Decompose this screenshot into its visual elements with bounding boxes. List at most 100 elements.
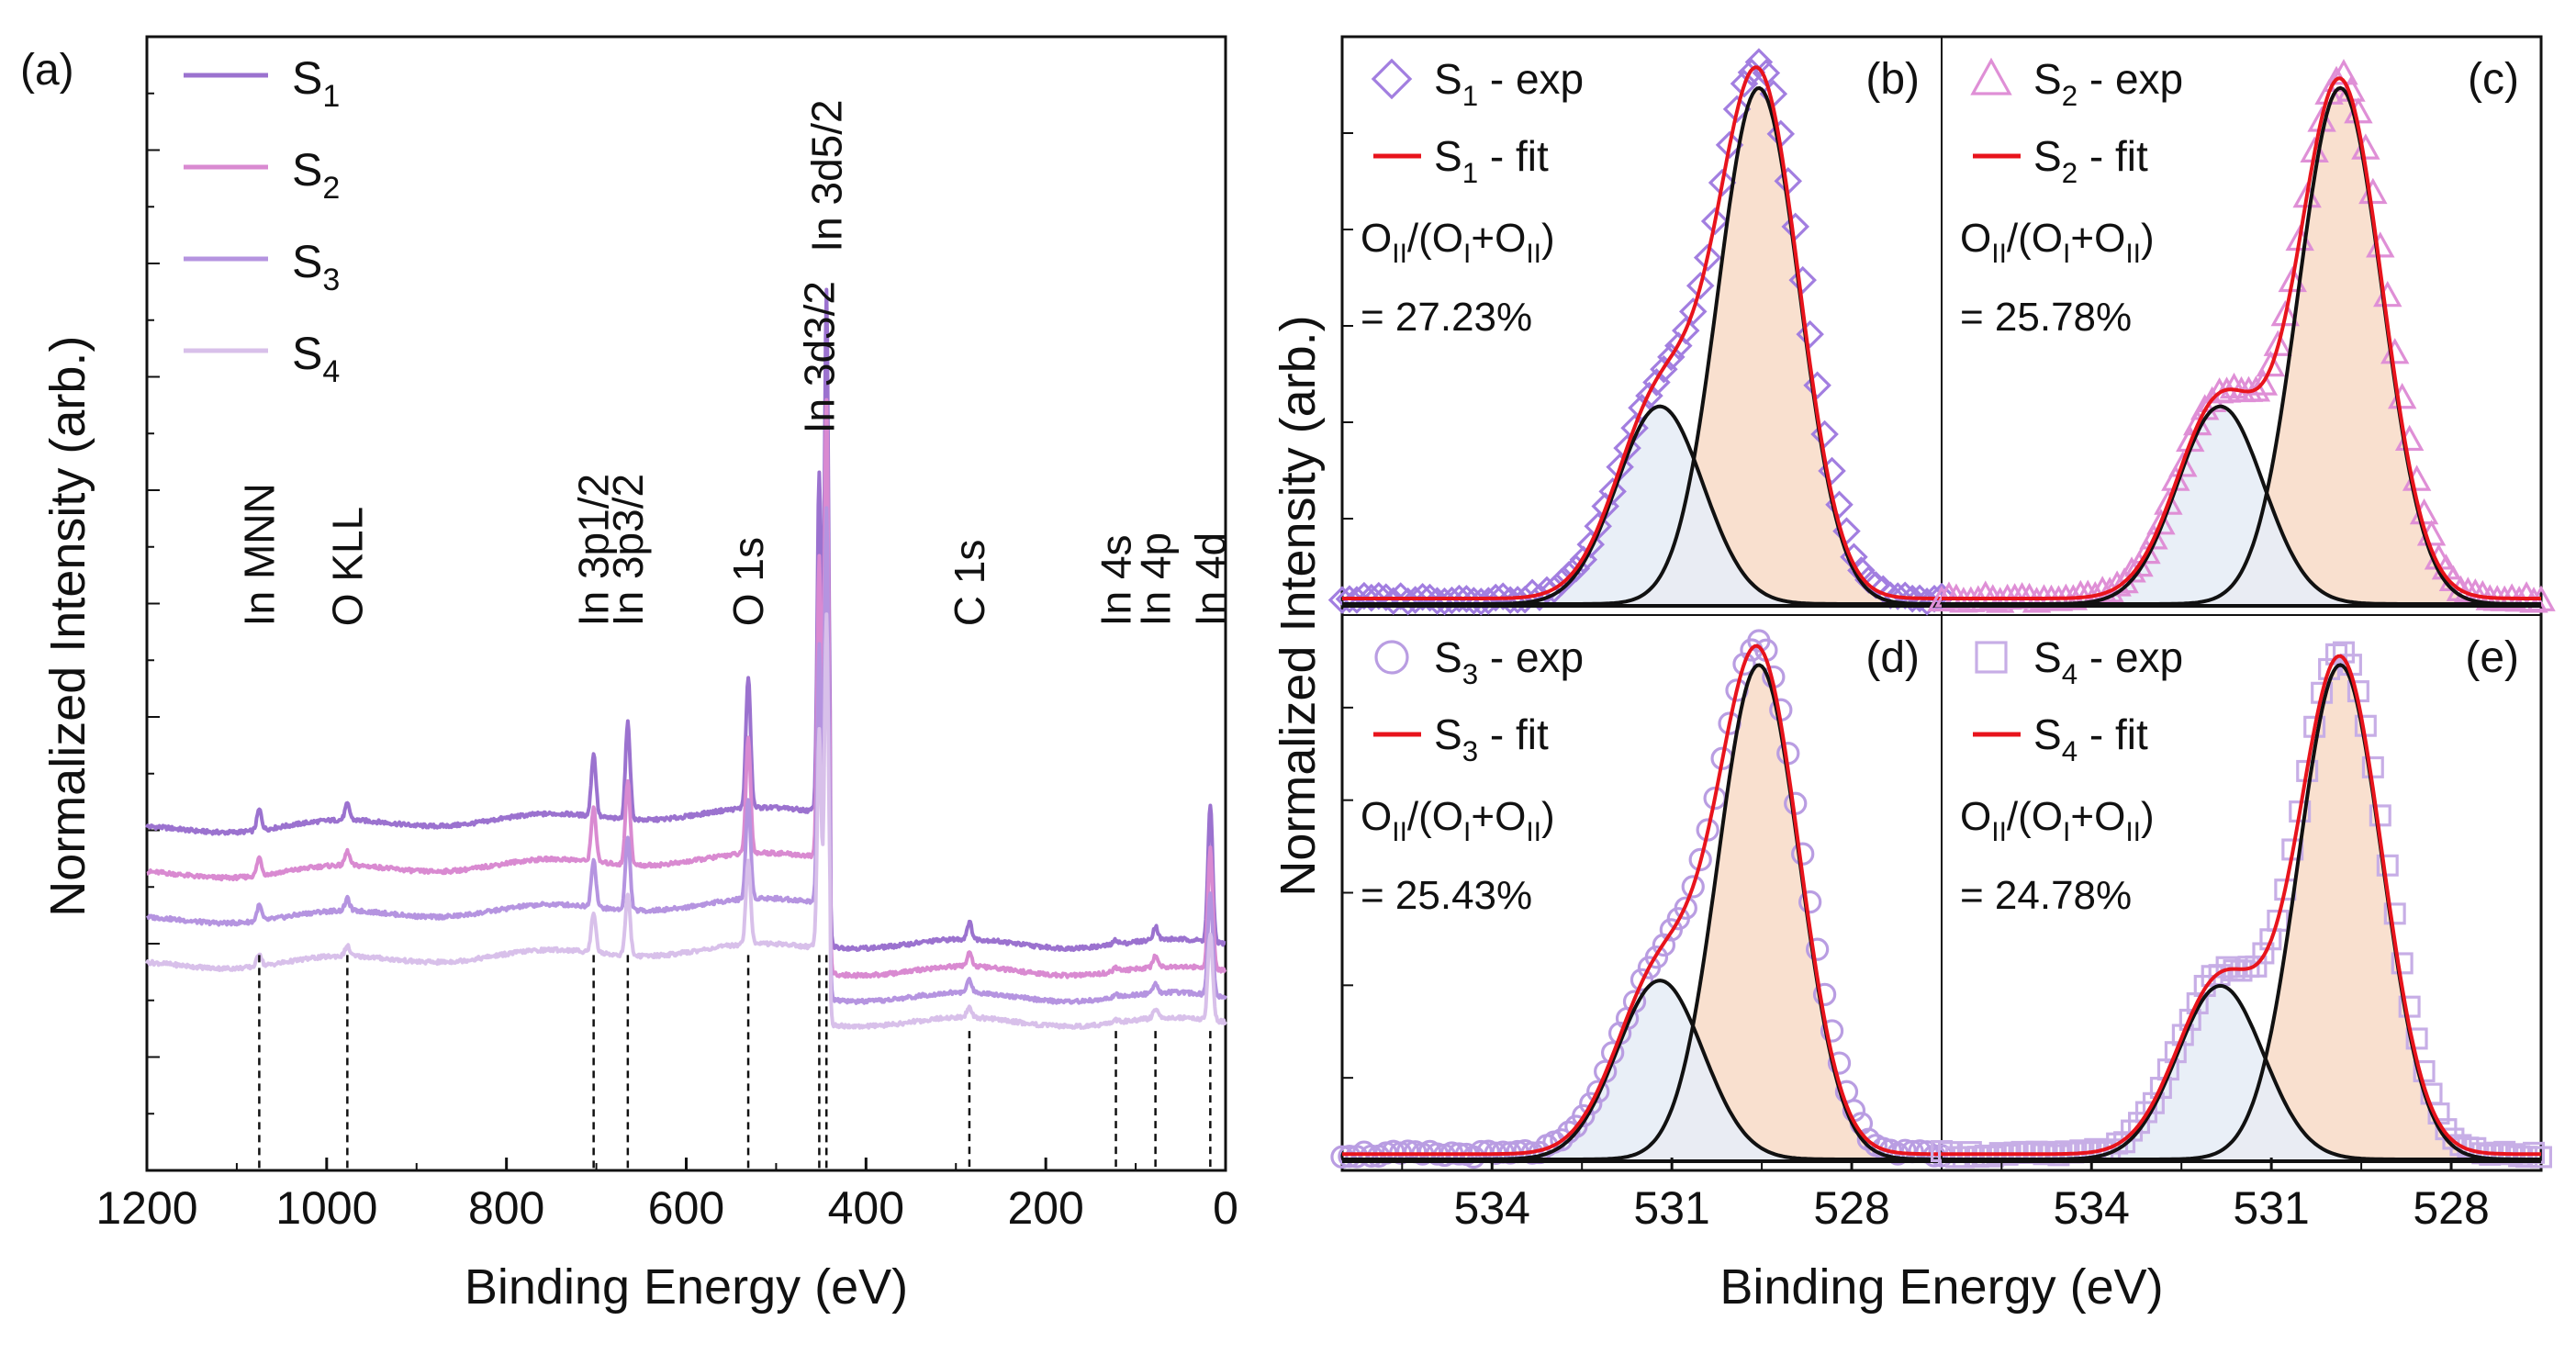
component-oi-fill xyxy=(1942,665,2541,1159)
exp-data-point xyxy=(2241,375,2271,402)
exp-data-point xyxy=(1693,243,1722,272)
exp-data-point xyxy=(1488,582,1518,610)
exp-data-point xyxy=(1338,1144,1361,1169)
exp-data-point xyxy=(1730,69,1759,98)
component-oii-fill xyxy=(1942,985,2541,1159)
ratio-value: = 25.78% xyxy=(1960,295,2132,340)
exp-data-point xyxy=(1438,586,1466,615)
legend-exp-marker xyxy=(1975,641,2008,674)
exp-data-point xyxy=(1820,1019,1844,1043)
exp-data-point xyxy=(1803,371,1831,400)
panel-a-xtick-label: 600 xyxy=(648,1182,724,1234)
exp-data-point xyxy=(1678,297,1708,326)
legend-exp-marker xyxy=(1371,58,1413,100)
legend-exp-label: S3 - exp xyxy=(1434,633,1584,690)
legend-label-s2: S2 xyxy=(292,144,340,206)
panel-a-xtick-label: 200 xyxy=(1007,1182,1083,1234)
peak-label-o-1s: O 1s xyxy=(724,537,772,626)
panel-a-xtick-label: 800 xyxy=(468,1182,544,1234)
exp-data-point xyxy=(1579,1091,1603,1115)
exp-data-point xyxy=(1674,896,1697,920)
ratio-value: = 25.43% xyxy=(1361,873,1532,918)
peak-label-in-3d3-2: In 3d3/2 xyxy=(795,281,843,433)
legend-fit-label: S3 - fit xyxy=(1434,711,1549,767)
peak-label-in-mnn: In MNN xyxy=(235,483,283,626)
exp-data-point xyxy=(2263,330,2293,356)
exp-data-point xyxy=(2369,804,2391,827)
exp-data-point xyxy=(2267,909,2290,932)
exp-data-point xyxy=(1686,271,1715,300)
exp-data-point xyxy=(1401,586,1429,614)
exp-data-point xyxy=(1372,583,1401,611)
exp-data-point xyxy=(2332,641,2355,664)
exp-data-point xyxy=(1732,652,1756,676)
ratio-formula: OII/(OI+OII) xyxy=(1960,794,2155,847)
exp-data-point xyxy=(1805,937,1830,961)
exp-data-point xyxy=(1642,368,1671,397)
exp-data-point xyxy=(1650,354,1678,384)
legend-exp-label: S2 - exp xyxy=(2033,55,2183,112)
legend-exp-marker xyxy=(1374,640,1409,675)
exp-data-point xyxy=(2252,942,2275,965)
xtick-label: 531 xyxy=(2233,1182,2309,1234)
exp-data-point xyxy=(1681,875,1705,899)
xtick-label: 534 xyxy=(1454,1182,1530,1234)
panel-c-label: (c) xyxy=(2468,55,2519,104)
xtick-label: 528 xyxy=(1813,1182,1889,1234)
exp-data-point xyxy=(1462,1145,1485,1169)
exp-data-point xyxy=(1416,583,1444,612)
exp-data-point xyxy=(1715,130,1744,160)
peak-label-in-3d5-2: In 3d5/2 xyxy=(802,99,850,252)
xtick-label: 534 xyxy=(2054,1182,2130,1234)
exp-data-point xyxy=(2146,509,2176,535)
exp-data-point xyxy=(1810,420,1839,449)
fit-line xyxy=(1342,643,1942,1157)
legend-label-s3: S3 xyxy=(292,236,340,297)
exp-data-point xyxy=(2391,952,2414,975)
peak-label-in-4s: In 4s xyxy=(1092,534,1140,626)
component-oii-fill xyxy=(1342,980,1942,1159)
fit-line xyxy=(1342,65,1942,600)
series-s2-spectrum xyxy=(146,397,1227,979)
exp-data-point xyxy=(1408,583,1437,611)
exp-data-point xyxy=(2142,1091,2165,1114)
fit-line xyxy=(1942,654,2541,1157)
panel-a-xtick-label: 1000 xyxy=(275,1182,377,1234)
component-oi-fill xyxy=(1342,665,1942,1159)
exp-data-point xyxy=(1966,1146,1989,1169)
exp-data-point xyxy=(1572,1103,1596,1128)
component-oi-fill xyxy=(1342,88,1942,604)
ratio-value: = 27.23% xyxy=(1361,295,1532,340)
peak-label-in-3p3-2: In 3p3/2 xyxy=(604,474,652,626)
panel-d: 534 531 528 S3 - exp S3 - fit OII/(OI+OII) = 2… xyxy=(1330,629,1954,1234)
series-s4-spectrum xyxy=(145,612,1227,1030)
component-oi-fill xyxy=(1942,87,2541,604)
exp-data-point xyxy=(1700,207,1730,236)
exp-data-point xyxy=(1688,847,1712,872)
panel-d-label: (d) xyxy=(1865,633,1920,682)
legend-fit-label: S1 - fit xyxy=(1434,132,1549,189)
legend-label-s1: S1 xyxy=(292,52,340,114)
peak-label-in-3p1-2: In 3p1/2 xyxy=(570,474,618,626)
exp-data-point xyxy=(1722,95,1752,124)
panel-a-x-axis-title: Binding Energy (eV) xyxy=(465,1259,908,1315)
ratio-formula: OII/(OI+OII) xyxy=(1361,216,1555,269)
exp-data-point xyxy=(1330,1145,1354,1169)
panel-b: S1 - exp S1 - fit OII/(OI+OII) = 27.23% (b) xyxy=(1327,48,1956,616)
exp-data-point xyxy=(1364,581,1394,610)
xtick-label: 531 xyxy=(1633,1182,1709,1234)
exp-data-point xyxy=(1657,342,1686,372)
exp-data-point xyxy=(2113,1131,2136,1154)
exp-data-point xyxy=(2515,1146,2538,1169)
exp-data-point xyxy=(1744,48,1774,76)
peak-label-in-4p: In 4p xyxy=(1132,532,1180,626)
exp-data-point xyxy=(1586,1080,1610,1103)
panel-c: S2 - exp S2 - fit OII/(OI+OII) = 25.78% (c) xyxy=(1927,55,2556,613)
component-oii-fill xyxy=(1942,406,2541,604)
exp-data-point xyxy=(2256,350,2286,377)
series-s1-spectrum xyxy=(145,287,1226,952)
exp-data-point xyxy=(1672,316,1700,345)
